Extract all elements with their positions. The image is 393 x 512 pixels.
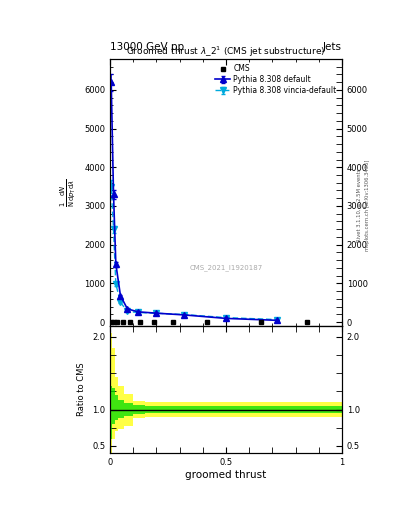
- CMS: [170, 319, 175, 325]
- CMS: [152, 319, 156, 325]
- Title: Groomed thrust $\lambda\_2^1$ (CMS jet substructure): Groomed thrust $\lambda\_2^1$ (CMS jet s…: [126, 45, 326, 59]
- Y-axis label: Ratio to CMS: Ratio to CMS: [77, 362, 86, 416]
- Text: mcplots.cern.ch [arXiv:1306.3436]: mcplots.cern.ch [arXiv:1306.3436]: [365, 159, 370, 250]
- X-axis label: groomed thrust: groomed thrust: [185, 470, 266, 480]
- CMS: [205, 319, 210, 325]
- Y-axis label: $\frac{1}{\mathrm{N}} \frac{\mathrm{d}N}{\mathrm{d}p_{\mathrm{T}} \mathrm{d}\lam: $\frac{1}{\mathrm{N}} \frac{\mathrm{d}N}…: [59, 178, 79, 207]
- Text: 13000 GeV pp: 13000 GeV pp: [110, 42, 184, 52]
- CMS: [120, 319, 125, 325]
- CMS: [305, 319, 310, 325]
- CMS: [111, 319, 116, 325]
- Text: Jets: Jets: [323, 42, 342, 52]
- Legend: CMS, Pythia 8.308 default, Pythia 8.308 vincia-default: CMS, Pythia 8.308 default, Pythia 8.308 …: [213, 62, 338, 97]
- Line: CMS: CMS: [109, 319, 310, 325]
- CMS: [259, 319, 263, 325]
- CMS: [138, 319, 143, 325]
- Text: CMS_2021_I1920187: CMS_2021_I1920187: [189, 264, 263, 270]
- CMS: [127, 319, 132, 325]
- Text: Rivet 3.1.10, ≥ 2.5M events: Rivet 3.1.10, ≥ 2.5M events: [357, 168, 362, 242]
- CMS: [109, 319, 114, 325]
- CMS: [115, 319, 119, 325]
